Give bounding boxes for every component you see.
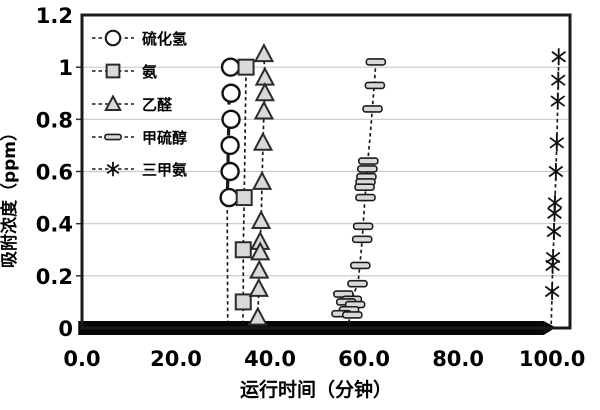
x-tick-label: 80.0	[432, 347, 484, 371]
series-markers-hbar	[331, 58, 387, 319]
triangle-marker	[251, 170, 273, 190]
legend-label: 硫化氢	[142, 30, 187, 48]
legend-label: 甲硫醇	[142, 129, 187, 147]
asterisk-stroke	[548, 165, 564, 178]
asterisk-marker	[544, 282, 560, 300]
hbar-marker	[355, 193, 376, 202]
triangle-marker	[254, 82, 276, 102]
hbar-marker	[104, 133, 122, 141]
x-tick-label: 0.0	[63, 347, 100, 371]
y-tick-label: 1	[58, 56, 73, 80]
asterisk-marker	[549, 134, 565, 152]
circle-marker	[220, 135, 240, 156]
circle-marker	[220, 161, 240, 182]
legend-label: 氨	[142, 63, 157, 81]
y-tick-label: 0.8	[36, 108, 73, 132]
asterisk-stroke	[544, 285, 560, 298]
hbar-marker	[342, 311, 363, 319]
square-marker	[234, 293, 252, 311]
square-marker	[105, 63, 121, 79]
x-tick-label: 60.0	[338, 347, 390, 371]
gridlines	[82, 66, 570, 277]
x-tick-label: 40.0	[244, 347, 296, 371]
series-markers-circle	[219, 57, 241, 208]
y-axis-title: 吸附浓度（ppm）	[0, 124, 20, 268]
asterisk-marker	[550, 71, 566, 89]
series-markers-triangle	[247, 42, 276, 326]
asterisk-stroke	[551, 51, 567, 63]
legend-label: 三甲氨	[142, 161, 187, 179]
hbar-marker	[362, 105, 383, 113]
circle-marker	[104, 29, 122, 47]
x-tick-label: 100.0	[519, 347, 585, 371]
x-axis-title: 运行时间（分钟）	[240, 378, 392, 401]
y-tick-label: 0.6	[36, 161, 73, 185]
hbar-marker	[357, 165, 378, 173]
asterisk-stroke	[546, 225, 562, 238]
circle-marker	[220, 57, 241, 77]
hbar-marker	[358, 157, 379, 165]
square-marker	[235, 189, 253, 207]
y-tick-label: 0.4	[36, 213, 73, 237]
asterisk-marker	[551, 48, 567, 66]
asterisk-stroke	[550, 95, 566, 107]
triangle-marker	[248, 277, 269, 297]
series-drop-line	[226, 197, 229, 325]
asterisk-marker	[106, 161, 120, 177]
plot-border	[80, 13, 572, 330]
hbar-marker	[364, 81, 386, 90]
asterisk-stroke	[545, 259, 560, 272]
asterisk-stroke	[549, 137, 565, 149]
hbar-marker	[354, 183, 375, 191]
asterisk-stroke	[547, 197, 563, 209]
triangle-marker	[104, 94, 122, 111]
asterisk-stroke	[106, 164, 120, 174]
asterisk-marker	[550, 92, 566, 110]
hbar-marker	[351, 235, 373, 244]
asterisk-marker	[547, 204, 562, 222]
asterisk-marker	[548, 163, 564, 180]
y-tick-label: 0	[58, 317, 73, 341]
triangle-marker	[250, 241, 271, 261]
square-marker	[237, 58, 255, 76]
circle-marker	[219, 187, 239, 208]
hbar-marker	[347, 279, 368, 288]
series-lines	[225, 54, 560, 325]
legend-label: 乙醛	[142, 96, 173, 114]
circle-marker	[221, 109, 241, 130]
hbar-marker	[352, 222, 374, 231]
triangle-marker	[252, 131, 274, 151]
hbar-marker	[365, 58, 387, 66]
series-markers-square	[234, 58, 255, 311]
y-tick-label: 0.2	[36, 265, 73, 289]
triangle-marker	[253, 42, 275, 63]
asterisk-marker	[546, 222, 562, 240]
triangle-marker	[250, 209, 272, 230]
series-line-square	[242, 67, 247, 302]
asterisk-stroke	[550, 74, 566, 86]
hbar-marker	[350, 261, 371, 270]
chart-generated-content: 0 0.2 0.4 0.6 0.8 1 1.2 0.0 20.0 40.0 60.0 80.0 100.…	[36, 4, 586, 371]
series-line-hbar	[347, 61, 377, 323]
triangle-marker	[247, 306, 268, 326]
y-tick-label: 1.2	[36, 4, 73, 28]
triangle-marker	[249, 259, 270, 279]
square-marker	[234, 241, 252, 259]
asterisk-marker	[545, 256, 560, 274]
asterisk-stroke	[547, 207, 562, 219]
x-tick-label: 20.0	[150, 347, 202, 371]
circle-marker	[221, 83, 241, 103]
triangle-marker	[253, 100, 275, 120]
axis-labels: 0 0.2 0.4 0.6 0.8 1 1.2 0.0 20.0 40.0 60.0 80.0 100.…	[36, 4, 586, 371]
series-markers-asterisk	[544, 48, 567, 300]
